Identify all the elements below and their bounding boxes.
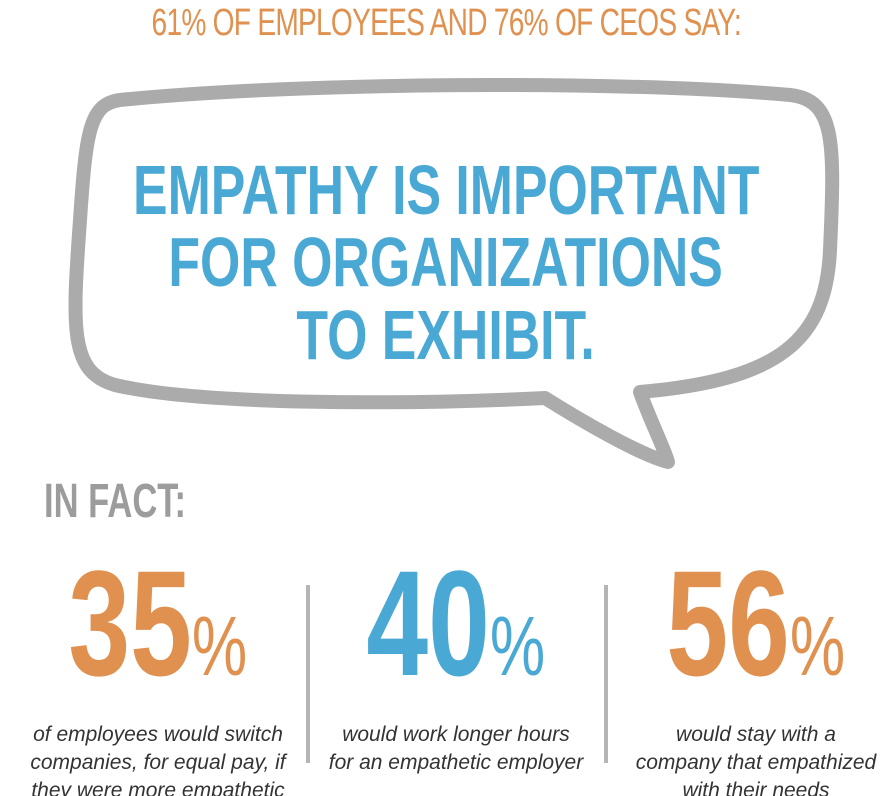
bubble-text: FOR ORGANIZATIONS xyxy=(168,223,724,301)
stat-unit: % xyxy=(192,599,248,693)
stat-figure: 56% xyxy=(608,548,892,721)
stat-line: of employees would switch xyxy=(33,723,283,746)
stat-figure: 35% xyxy=(10,548,306,721)
stat-number: 35 xyxy=(68,539,193,707)
stat: 56% would stay with a company that empat… xyxy=(608,548,892,796)
subheading: IN FACT: xyxy=(44,475,187,528)
divider xyxy=(306,585,310,763)
bubble-text: TO EXHIBIT. xyxy=(296,296,596,374)
stat-line: they were more empathetic xyxy=(31,779,285,796)
stat: 35% of employees would switch companies,… xyxy=(10,548,306,796)
stat-line: would stay with a xyxy=(676,723,836,746)
stat-number: 40 xyxy=(366,539,491,707)
bubble-text: EMPATHY IS IMPORTANT xyxy=(132,151,760,229)
stat-unit: % xyxy=(790,599,846,693)
stat-line: companies, for equal pay, if xyxy=(30,751,286,774)
stat-line: would work longer hours xyxy=(342,723,570,746)
stat-line: with their needs xyxy=(682,779,830,796)
bubble-line: TO EXHIBIT. xyxy=(0,295,892,375)
header: 61% OF EMPLOYEES AND 76% OF CEOS SAY: xyxy=(0,2,892,45)
stat-figure: 40% xyxy=(308,548,604,721)
divider xyxy=(604,585,608,763)
stat: 40% would work longer hours for an empat… xyxy=(308,548,604,777)
stat-number: 56 xyxy=(666,539,791,707)
stat-unit: % xyxy=(490,599,546,693)
bubble-line: FOR ORGANIZATIONS xyxy=(0,222,892,302)
stat-line: company that empathized xyxy=(635,751,877,774)
stat-line: for an empathetic employer xyxy=(328,751,584,774)
bubble-line: EMPATHY IS IMPORTANT xyxy=(0,150,892,230)
header-title: 61% OF EMPLOYEES AND 76% OF CEOS SAY: xyxy=(151,2,741,44)
